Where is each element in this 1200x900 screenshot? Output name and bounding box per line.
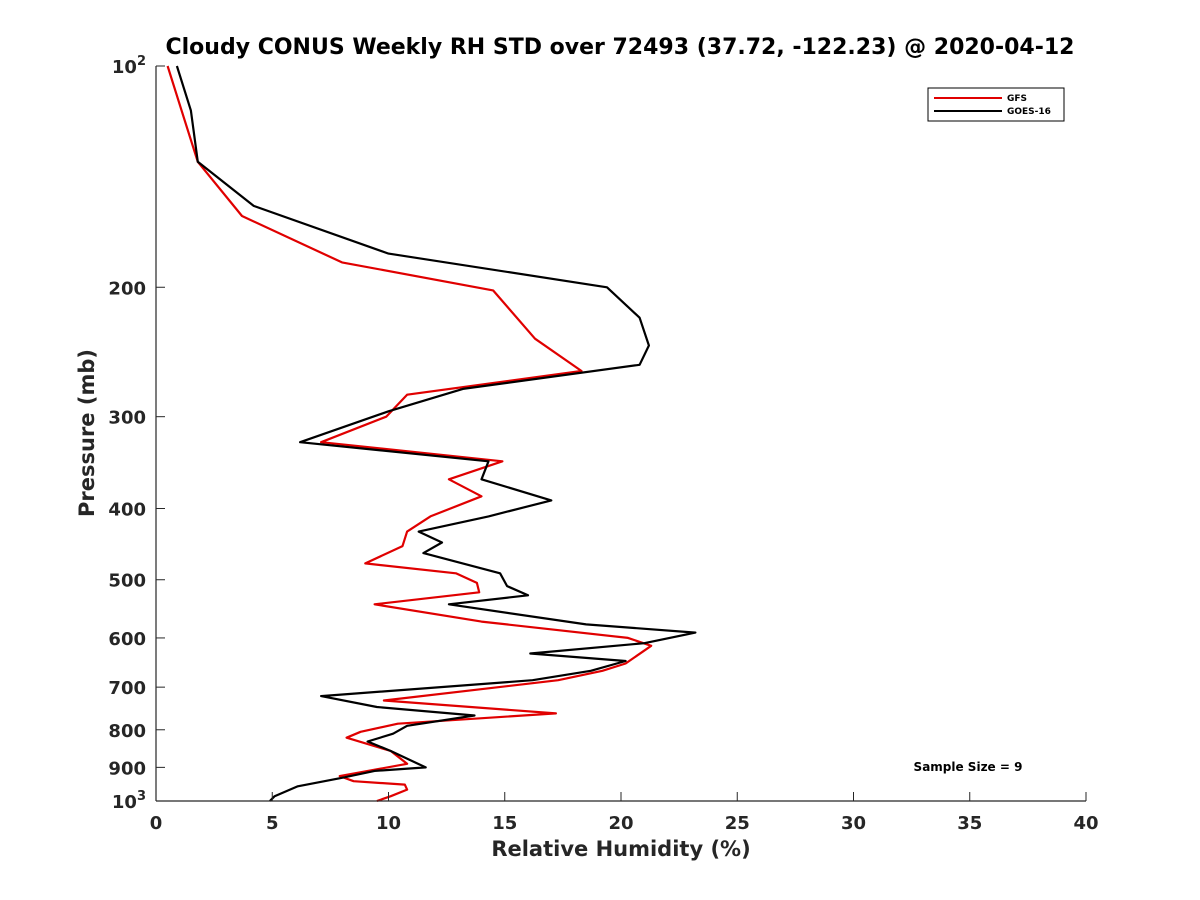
y-tick-label-1000: 103: [112, 789, 146, 813]
y-tick-label-400: 400: [108, 500, 146, 521]
series-line-gfs: [166, 65, 653, 803]
x-tick-label-25: 25: [725, 813, 750, 834]
y-tick-label-500: 500: [108, 571, 146, 592]
x-tick-label-5: 5: [266, 813, 279, 834]
legend-label-gfs: GFS: [1007, 94, 1027, 104]
x-tick-label-15: 15: [492, 813, 517, 834]
x-axis-label: Relative Humidity (%): [491, 837, 750, 861]
y-tick-label-600: 600: [108, 629, 146, 650]
x-tick-label-40: 40: [1073, 813, 1098, 834]
y-tick-label-800: 800: [108, 721, 146, 742]
x-tick-label-10: 10: [376, 813, 401, 834]
series-line-goes16: [175, 65, 697, 802]
axes-layer: [155, 66, 1086, 802]
y-axis-label: Pressure (mb): [75, 349, 99, 517]
legend-box: [927, 87, 1065, 122]
chart-title: Cloudy CONUS Weekly RH STD over 72493 (3…: [166, 35, 1075, 60]
x-ticks: 0 5 10 15 20 25 30 35 40: [150, 792, 1099, 834]
x-tick-label-30: 30: [841, 813, 866, 834]
sample-size-annotation: Sample Size = 9: [914, 760, 1023, 774]
x-tick-label-0: 0: [150, 813, 163, 834]
y-tick-label-300: 300: [108, 408, 146, 429]
y-ticks: 102 200 300 400 500 600 700 800 900 103: [108, 54, 165, 813]
x-tick-label-20: 20: [608, 813, 633, 834]
y-tick-label-100: 102: [112, 54, 146, 78]
y-tick-label-700: 700: [108, 678, 146, 699]
y-tick-label-200: 200: [108, 278, 146, 299]
series-layer: [166, 65, 697, 803]
legend: GFS GOES-16: [927, 87, 1065, 122]
y-tick-label-900: 900: [108, 758, 146, 779]
legend-label-goes16: GOES-16: [1007, 107, 1051, 117]
x-tick-label-35: 35: [957, 813, 982, 834]
